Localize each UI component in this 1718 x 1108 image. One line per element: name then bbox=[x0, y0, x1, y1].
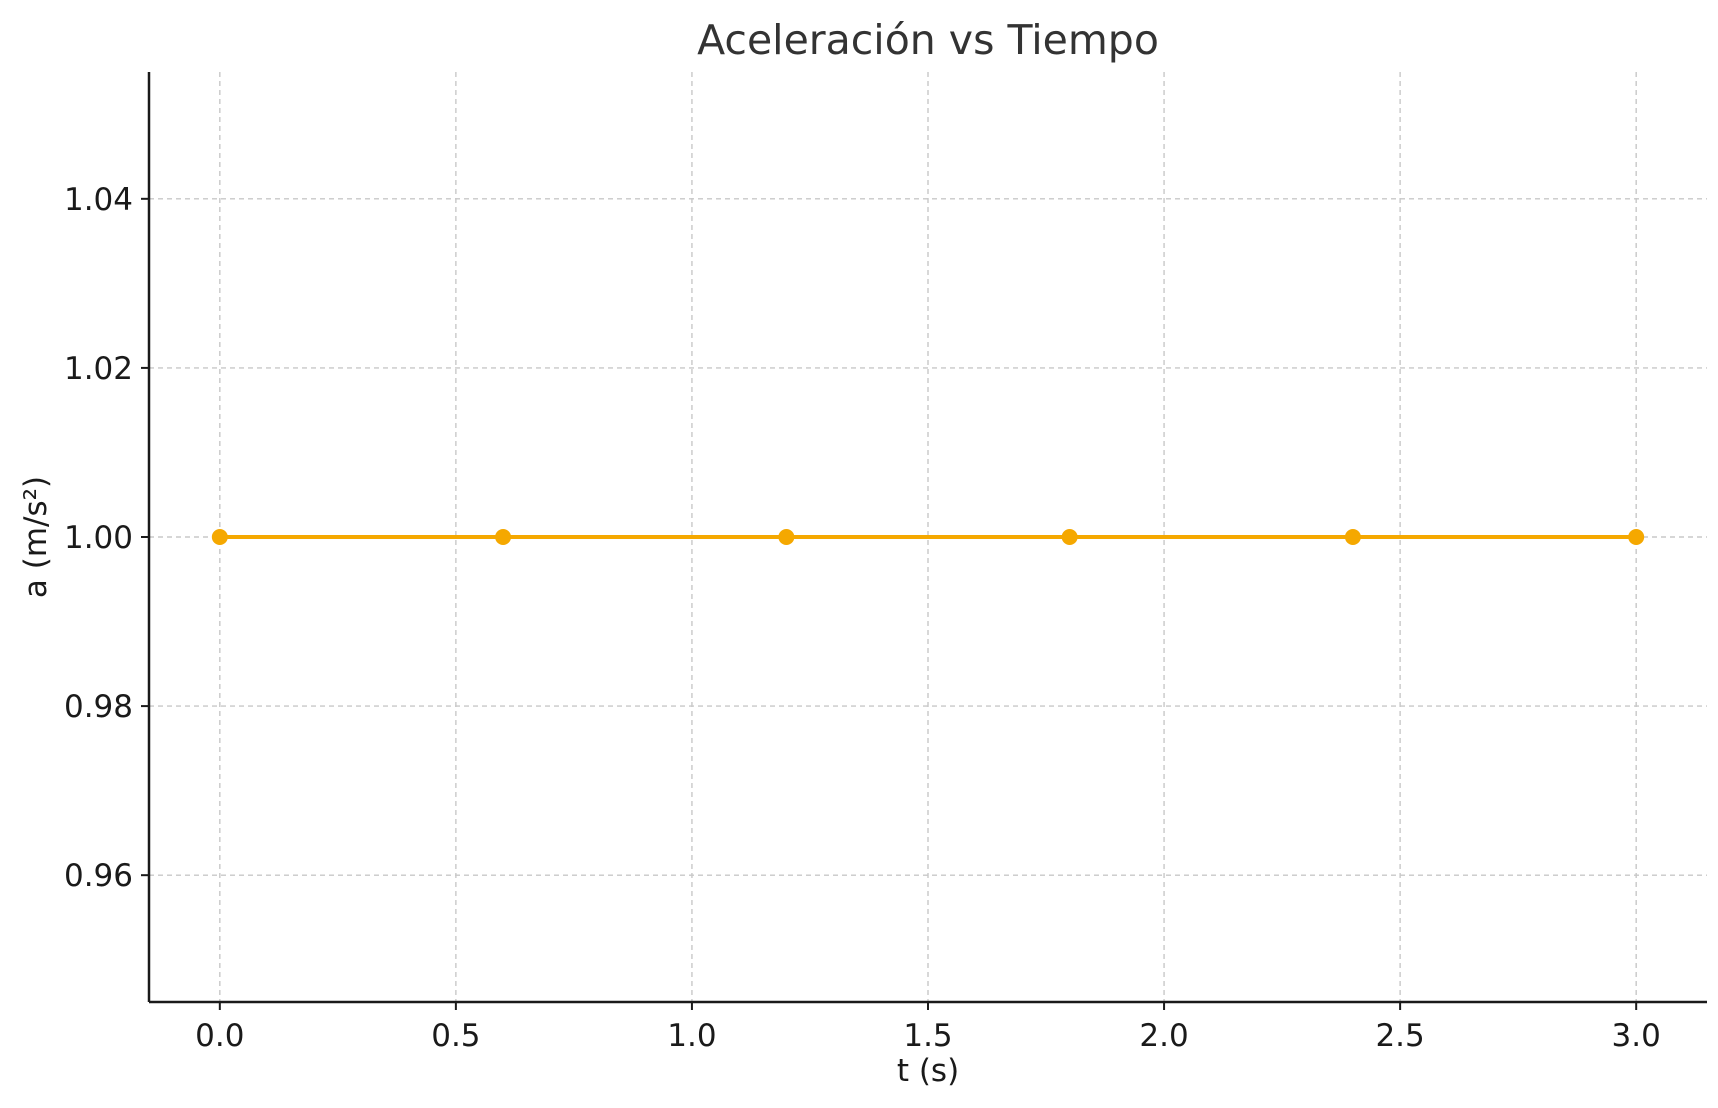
y-tick-label: 0.96 bbox=[64, 858, 133, 894]
y-tick-label: 1.04 bbox=[64, 182, 133, 218]
data-point bbox=[1061, 529, 1078, 545]
series-layer bbox=[211, 529, 1645, 545]
x-axis-label: t (s) bbox=[897, 1053, 959, 1089]
chart-title: Aceleración vs Tiempo bbox=[697, 16, 1159, 64]
data-point bbox=[495, 529, 512, 545]
data-point bbox=[778, 529, 795, 545]
data-point bbox=[1344, 529, 1361, 545]
data-point bbox=[211, 529, 228, 545]
x-tick-label: 2.0 bbox=[1139, 1018, 1188, 1054]
x-tick-label: 1.5 bbox=[903, 1018, 952, 1054]
y-tick-label: 0.98 bbox=[64, 689, 133, 725]
x-tick-label: 2.5 bbox=[1375, 1018, 1424, 1054]
x-tick-label: 1.0 bbox=[667, 1018, 716, 1054]
y-axis-label: a (m/s²) bbox=[18, 476, 54, 598]
x-tick-label: 3.0 bbox=[1612, 1018, 1661, 1054]
x-tick-label: 0.0 bbox=[195, 1018, 244, 1054]
x-tick-label: 0.5 bbox=[431, 1018, 480, 1054]
data-point bbox=[1628, 529, 1645, 545]
y-tick-label: 1.02 bbox=[64, 351, 133, 387]
y-tick-label: 1.00 bbox=[64, 520, 133, 556]
ticks-layer: 0.0 0.5 1.0 1.5 2.0 2.5 3.0 0.96 0.98 1.00 1.02 1.0… bbox=[64, 182, 1661, 1054]
